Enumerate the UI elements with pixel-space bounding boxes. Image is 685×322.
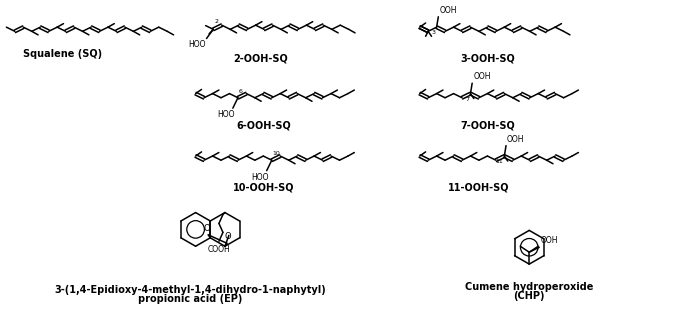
Text: 10-OOH-SQ: 10-OOH-SQ — [233, 183, 294, 193]
Text: 7-OOH-SQ: 7-OOH-SQ — [460, 120, 515, 130]
Text: 6: 6 — [239, 89, 242, 94]
Text: 7: 7 — [466, 97, 469, 101]
Text: 11: 11 — [495, 159, 503, 164]
Text: Cumene hydroperoxide: Cumene hydroperoxide — [465, 282, 593, 292]
Text: Squalene (SQ): Squalene (SQ) — [23, 49, 102, 59]
Text: OOH: OOH — [473, 72, 490, 81]
Text: HOO: HOO — [251, 173, 269, 182]
Text: 10: 10 — [273, 151, 281, 156]
Text: 3: 3 — [432, 30, 436, 35]
Text: OOH: OOH — [439, 6, 457, 15]
Text: 6-OOH-SQ: 6-OOH-SQ — [236, 120, 290, 130]
Text: OOH: OOH — [540, 236, 558, 245]
Text: 11-OOH-SQ: 11-OOH-SQ — [448, 183, 510, 193]
Text: O: O — [225, 232, 232, 241]
Text: 3-(1,4-Epidioxy-4-methyl-1,4-dihydro-1-naphytyl): 3-(1,4-Epidioxy-4-methyl-1,4-dihydro-1-n… — [55, 285, 327, 295]
Text: (CHP): (CHP) — [514, 291, 545, 301]
Text: OOH: OOH — [507, 135, 525, 144]
Text: HOO: HOO — [188, 41, 206, 50]
Text: HOO: HOO — [217, 110, 234, 119]
Text: 2: 2 — [214, 19, 219, 24]
Text: 3-OOH-SQ: 3-OOH-SQ — [460, 54, 515, 64]
Text: 2-OOH-SQ: 2-OOH-SQ — [234, 54, 288, 64]
Text: propionic acid (EP): propionic acid (EP) — [138, 294, 242, 304]
Text: COOH: COOH — [208, 245, 230, 254]
Text: O: O — [204, 224, 210, 233]
